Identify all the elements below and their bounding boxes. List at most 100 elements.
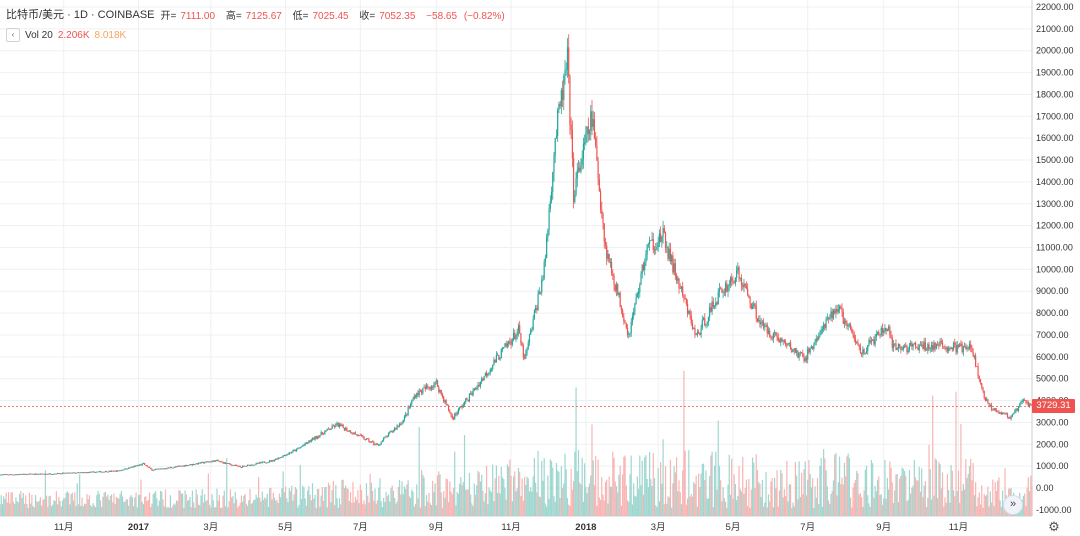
price-tick-label: 19000.00 — [1036, 68, 1074, 78]
candle-body — [837, 309, 839, 312]
volume-bar — [791, 507, 793, 516]
volume-bar — [753, 462, 755, 516]
candle-body — [467, 400, 469, 402]
candle-body — [110, 470, 113, 472]
candle-body — [559, 104, 561, 107]
volume-bar — [793, 506, 795, 516]
price-tick-label: 7000.00 — [1036, 330, 1069, 340]
gear-icon[interactable]: ⚙ — [1048, 519, 1060, 534]
candle-body — [618, 292, 620, 295]
volume-bar — [483, 501, 485, 516]
volume-bar — [381, 507, 384, 516]
candle-body — [80, 472, 82, 474]
candle-body — [788, 342, 790, 344]
volume-bar — [223, 490, 225, 516]
volume-bar — [539, 497, 542, 516]
volume-bar — [552, 467, 554, 516]
volume-bar — [196, 494, 198, 516]
volume-bar — [473, 483, 475, 516]
candle-body — [228, 463, 230, 464]
candle-body — [772, 333, 774, 339]
volume-bar — [907, 499, 909, 516]
candle-body — [347, 430, 349, 432]
volume-bar — [293, 494, 295, 516]
volume-bar — [441, 507, 444, 516]
candle-body — [289, 452, 292, 454]
volume-bar — [859, 493, 862, 516]
volume-bar — [695, 475, 697, 516]
volume-bar — [973, 495, 975, 516]
volume-bar — [960, 424, 962, 516]
volume-bar — [613, 457, 615, 516]
double-chevron-right-icon[interactable]: » — [1003, 495, 1023, 515]
candle-body — [494, 359, 496, 363]
volume-bar — [785, 496, 787, 516]
volume-bar — [724, 501, 727, 516]
candle-body — [891, 337, 893, 348]
candle-body — [57, 473, 59, 474]
volume-bar — [466, 489, 468, 516]
volume-bar — [792, 502, 794, 516]
volume-bar — [95, 507, 97, 516]
volume-bar — [75, 505, 77, 516]
candle-body — [727, 285, 729, 292]
candle-body — [172, 467, 174, 469]
volume-bar — [55, 491, 57, 516]
volume-label[interactable]: Vol 20 — [25, 29, 53, 41]
volume-bar — [309, 494, 311, 516]
candle-body — [770, 336, 772, 338]
candle-body — [802, 353, 804, 357]
volume-bar — [53, 500, 55, 516]
volume-bar — [758, 481, 760, 516]
candle-body — [558, 104, 560, 111]
volume-bar — [706, 498, 708, 516]
price-tick-label: 18000.00 — [1036, 89, 1074, 99]
volume-bar — [646, 479, 648, 516]
symbol-label[interactable]: 比特币/美元 · 1D · COINBASE — [6, 9, 155, 21]
candle-body — [427, 385, 429, 388]
candle-body — [606, 245, 608, 259]
candle-body — [568, 47, 570, 76]
candle-body — [667, 247, 669, 260]
volume-bar — [721, 501, 723, 516]
volume-bar — [281, 488, 283, 516]
volume-bar — [455, 505, 457, 516]
volume-bar — [251, 502, 254, 516]
volume-bar — [737, 496, 739, 516]
candle-body — [852, 332, 854, 336]
volume-bar — [186, 500, 189, 516]
volume-bar — [574, 451, 576, 516]
candle-body — [766, 324, 768, 334]
candle-body — [387, 432, 390, 437]
volume-bar — [528, 491, 531, 516]
candle-body — [401, 423, 403, 425]
volume-bar — [608, 476, 610, 516]
candle-body — [755, 305, 757, 319]
candle-body — [940, 341, 942, 343]
candle-body — [982, 386, 984, 391]
volume-bar — [818, 503, 820, 516]
volume-bar — [861, 497, 863, 516]
candle-body — [447, 405, 450, 411]
candle-body — [706, 322, 708, 325]
volume-bar — [125, 499, 127, 516]
candle-body — [870, 340, 873, 343]
volume-bar — [922, 497, 924, 516]
chevron-left-icon[interactable]: ‹ — [6, 28, 20, 42]
candle-body — [251, 464, 254, 466]
candle-body — [129, 467, 131, 469]
volume-bar — [789, 484, 792, 516]
volume-bar — [261, 491, 263, 516]
candle-body — [199, 462, 201, 464]
candle-body — [636, 294, 638, 298]
candle-body — [141, 463, 143, 466]
volume-bar — [131, 497, 133, 516]
candle-body — [416, 393, 418, 398]
volume-bar — [288, 488, 290, 516]
candle-body — [417, 393, 419, 396]
volume-bar — [715, 451, 717, 516]
volume-bar — [932, 395, 934, 516]
volume-bar — [648, 451, 651, 516]
